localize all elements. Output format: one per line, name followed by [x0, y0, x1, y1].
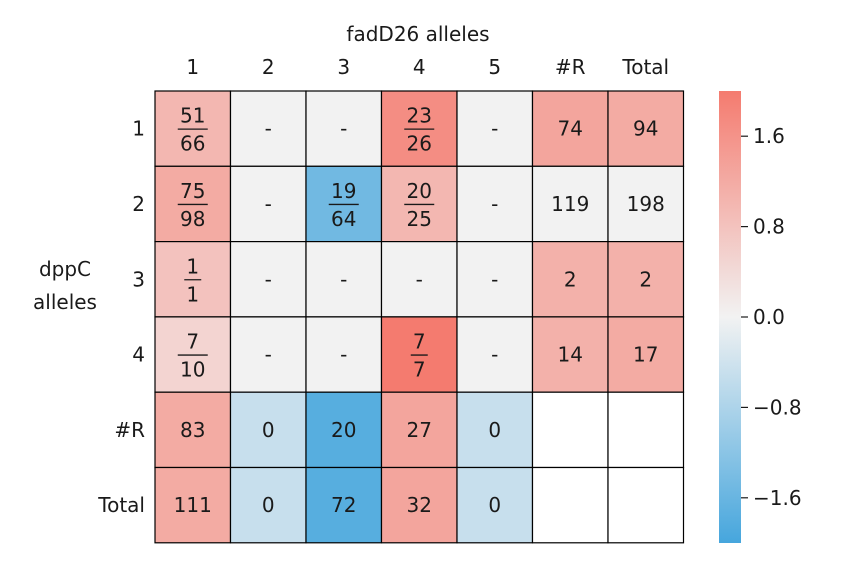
- cell-denominator: 7: [413, 358, 426, 382]
- cell-value: 72: [331, 493, 356, 517]
- heatmap-cell: [456, 466, 534, 544]
- col-label: Total: [621, 55, 669, 79]
- cell-numerator: 51: [180, 104, 205, 128]
- heatmap-cell: [456, 391, 534, 469]
- cell-value: 0: [262, 493, 275, 517]
- cell-value: -: [340, 117, 347, 141]
- cell-value: 2: [639, 267, 652, 291]
- cell-value: 0: [488, 493, 501, 517]
- cell-value: 14: [558, 343, 583, 367]
- heatmap-cell: [607, 90, 685, 167]
- cell-numerator: 19: [331, 179, 356, 203]
- heatmap-cell: [607, 391, 685, 469]
- heatmap-cell: [380, 466, 458, 544]
- ylabel-line-2: alleles: [33, 290, 97, 314]
- cell-value: 20: [331, 418, 356, 442]
- cell-value: 32: [407, 493, 432, 517]
- cell-value: 119: [551, 192, 589, 216]
- colorbar-tick-label: 0.0: [753, 305, 785, 329]
- heatmap-cell: [380, 391, 458, 469]
- heatmap-cell: [607, 466, 685, 544]
- chart-title: fadD26 alleles: [346, 22, 489, 46]
- cell-value: -: [265, 117, 272, 141]
- col-label: #R: [555, 55, 586, 79]
- cell-value: -: [491, 117, 498, 141]
- heatmap-cell: [305, 241, 383, 318]
- colorbar: 1.6 0.8 0.0 −0.8 −1.6: [719, 91, 802, 543]
- row-label: #R: [114, 418, 145, 442]
- heatmap-cell: [229, 466, 307, 544]
- cell-value: -: [491, 343, 498, 367]
- cell-value: 27: [407, 418, 432, 442]
- col-label: 2: [262, 55, 275, 79]
- heatmap-cell: [607, 241, 685, 318]
- cell-denominator: 1: [186, 282, 199, 306]
- col-label: 1: [186, 55, 199, 79]
- cell-value: 83: [180, 418, 205, 442]
- row-labels: 1 2 3 4 #R Total: [97, 117, 145, 518]
- cell-denominator: 66: [180, 132, 205, 156]
- cell-denominator: 64: [331, 207, 356, 231]
- heatmap-cell: [154, 391, 232, 469]
- col-label: 3: [337, 55, 350, 79]
- row-label: 4: [132, 343, 145, 367]
- column-labels: 1 2 3 4 5 #R Total: [186, 55, 669, 79]
- row-label: 2: [132, 192, 145, 216]
- cell-denominator: 26: [407, 132, 432, 156]
- cell-value: -: [491, 267, 498, 291]
- colorbar-tick-label: 1.6: [753, 124, 785, 148]
- row-label: 1: [132, 117, 145, 141]
- cell-value: -: [340, 343, 347, 367]
- heatmap-cell: [380, 241, 458, 318]
- cell-value: -: [265, 343, 272, 367]
- heatmap-cell: [154, 466, 232, 544]
- cell-numerator: 75: [180, 179, 205, 203]
- row-label: Total: [97, 493, 145, 517]
- cell-value: -: [491, 192, 498, 216]
- cell-value: 111: [174, 493, 212, 517]
- cell-value: 74: [558, 117, 583, 141]
- cell-numerator: 7: [413, 330, 426, 354]
- colorbar-tick-label: −1.6: [753, 486, 802, 510]
- cell-denominator: 10: [180, 358, 205, 382]
- cell-value: 0: [488, 418, 501, 442]
- heatmap-cell: [380, 165, 458, 243]
- cell-value: 2: [564, 267, 577, 291]
- cell-value: 0: [262, 418, 275, 442]
- heatmap-cell: [607, 165, 685, 243]
- heatmap-cell: [531, 316, 609, 393]
- cell-denominator: 25: [407, 207, 432, 231]
- colorbar-tick-label: 0.8: [753, 215, 785, 239]
- cell-denominator: 98: [180, 207, 205, 231]
- colorbar-gradient: [719, 91, 741, 543]
- cell-value: -: [340, 267, 347, 291]
- cell-value: -: [416, 267, 423, 291]
- cell-numerator: 20: [407, 179, 432, 203]
- cell-value: 198: [627, 192, 665, 216]
- heatmap-cell: [531, 466, 609, 544]
- heatmap-cell: [229, 90, 307, 167]
- col-label: 4: [413, 55, 426, 79]
- cell-value: -: [265, 192, 272, 216]
- row-label: 3: [132, 267, 145, 291]
- heatmap-cell: [229, 316, 307, 393]
- colorbar-tick-label: −0.8: [753, 395, 802, 419]
- cell-numerator: 23: [407, 104, 432, 128]
- heatmap-cell: [531, 90, 609, 167]
- heatmap-cell: [229, 165, 307, 243]
- cell-value: 17: [633, 343, 658, 367]
- heatmap-cell: [456, 316, 534, 393]
- cell-numerator: 1: [186, 254, 199, 278]
- cell-value: 94: [633, 117, 658, 141]
- heatmap-cell: [531, 391, 609, 469]
- col-label: 5: [488, 55, 501, 79]
- heatmap-cell: [531, 165, 609, 243]
- cell-numerator: 7: [186, 330, 199, 354]
- cell-value: -: [265, 267, 272, 291]
- ylabel-line-1: dppC: [39, 257, 91, 281]
